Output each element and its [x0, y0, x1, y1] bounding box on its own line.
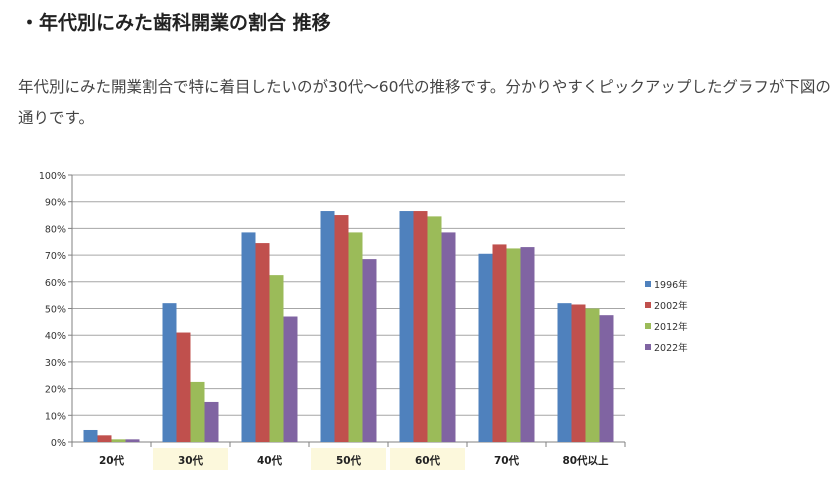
- y-tick-label: 80%: [45, 224, 66, 235]
- bar-4-3: [348, 232, 363, 442]
- x-tick-label: 20代: [99, 454, 125, 467]
- y-tick-label: 40%: [45, 331, 66, 342]
- bar-2-1: [162, 303, 177, 442]
- y-tick-label: 30%: [45, 358, 66, 369]
- bar-6-3: [506, 248, 521, 442]
- bar-1-4: [125, 439, 140, 442]
- bar-4-4: [362, 259, 377, 442]
- bar-7-2: [571, 304, 586, 442]
- legend-label-4: 2022年: [654, 342, 688, 354]
- bar-5-2: [413, 211, 428, 442]
- y-tick-label: 60%: [45, 278, 66, 289]
- bar-6-1: [478, 253, 493, 442]
- legend-label-2: 2002年: [654, 300, 688, 312]
- legend-swatch-3: [645, 323, 651, 329]
- bar-3-4: [283, 316, 298, 442]
- x-tick-label: 70代: [494, 454, 520, 467]
- bar-5-3: [427, 216, 442, 442]
- bar-7-3: [585, 308, 600, 442]
- bar-7-1: [557, 303, 572, 442]
- bar-5-4: [441, 232, 456, 442]
- category-highlight-4: [311, 448, 386, 470]
- bar-6-2: [492, 244, 507, 442]
- bar-4-1: [320, 211, 335, 442]
- y-tick-label: 50%: [45, 305, 66, 316]
- x-tick-label: 40代: [257, 454, 283, 467]
- section-title: ・年代別にみた歯科開業の割合 推移: [20, 12, 331, 34]
- legend-swatch-2: [645, 302, 651, 308]
- bar-2-3: [190, 381, 205, 442]
- bar-chart: 0% 10% 20% 30% 40% 50% 60% 70% 80% 90% 100% 20代 30代 4…: [39, 171, 688, 470]
- bar-1-3: [111, 439, 126, 442]
- category-highlight-5: [390, 448, 465, 470]
- bar-6-4: [520, 247, 535, 442]
- bar-1-1: [83, 429, 98, 442]
- category-highlight-2: [153, 448, 228, 470]
- bar-7-4: [599, 315, 614, 442]
- y-tick-label: 90%: [45, 198, 66, 209]
- x-tick-label: 60代: [415, 454, 441, 467]
- bar-1-2: [97, 435, 112, 442]
- y-tick-label: 10%: [45, 411, 66, 422]
- bar-3-2: [255, 243, 270, 442]
- bar-2-2: [176, 332, 191, 442]
- legend-swatch-4: [645, 344, 651, 350]
- x-tick-label: 30代: [178, 454, 204, 467]
- y-tick-label: 70%: [45, 251, 66, 262]
- bar-3-3: [269, 275, 284, 442]
- description-text: 年代別にみた開業割合で特に着目したいのが30代〜60代の推移です。分かりやすくピ…: [18, 78, 831, 127]
- legend-label-1: 1996年: [654, 279, 688, 291]
- bar-4-2: [334, 215, 349, 442]
- x-tick-label: 50代: [336, 454, 362, 467]
- x-tick-label: 80代以上: [562, 454, 609, 467]
- bar-2-4: [204, 401, 219, 442]
- legend-swatch-1: [645, 281, 651, 287]
- y-tick-label: 100%: [39, 171, 66, 182]
- y-tick-label: 0%: [51, 438, 66, 449]
- legend-label-3: 2012年: [654, 321, 688, 333]
- y-tick-label: 20%: [45, 385, 66, 396]
- bar-5-1: [399, 211, 414, 442]
- bar-3-1: [241, 232, 256, 442]
